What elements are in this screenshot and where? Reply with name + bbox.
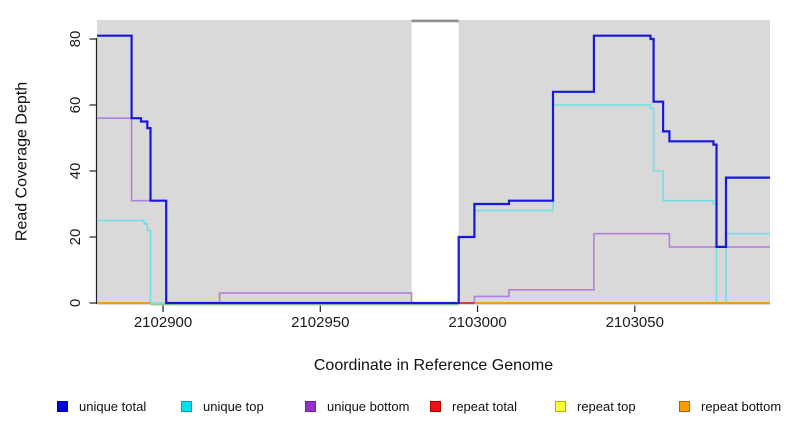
legend-label-unique-total: unique total <box>79 398 147 414</box>
y-tick-label: 80 <box>67 30 84 48</box>
legend-item-unique-total: unique total <box>57 398 147 414</box>
y-tick-label: 20 <box>67 228 84 246</box>
legend-item-repeat-bottom: repeat bottom <box>679 398 782 414</box>
legend-swatch-unique-bottom <box>305 400 316 412</box>
legend-swatch-unique-top <box>181 400 192 412</box>
x-tick-label: 2103000 <box>448 314 507 331</box>
legend-label-repeat-total: repeat total <box>452 398 518 414</box>
x-tick-label: 2103050 <box>605 314 664 331</box>
x-tick-label: 2102950 <box>291 314 350 331</box>
legend-swatch-repeat-top <box>555 400 566 412</box>
plot-area <box>97 20 770 305</box>
legend-item-repeat-top: repeat top <box>555 398 636 414</box>
legend-item-repeat-total: repeat total <box>430 398 518 414</box>
y-tick-label: 0 <box>67 298 84 308</box>
y-tick-label: 40 <box>67 162 84 180</box>
legend-item-unique-top: unique top <box>181 398 264 414</box>
y-axis-title: Read Coverage Depth <box>13 81 31 242</box>
y-tick-label: 60 <box>67 96 84 114</box>
legend-item-unique-bottom: unique bottom <box>305 398 410 414</box>
legend-label-repeat-top: repeat top <box>577 398 636 414</box>
legend-swatch-unique-total <box>57 400 68 412</box>
legend-swatch-repeat-bottom <box>679 400 690 412</box>
legend-label-unique-top: unique top <box>203 398 264 414</box>
legend-label-unique-bottom: unique bottom <box>327 398 410 414</box>
x-axis-title: Coordinate in Reference Genome <box>313 357 554 374</box>
legend-swatch-repeat-total <box>430 400 441 412</box>
x-tick-label: 2102900 <box>133 314 193 331</box>
legend-label-repeat-bottom: repeat bottom <box>701 398 782 414</box>
